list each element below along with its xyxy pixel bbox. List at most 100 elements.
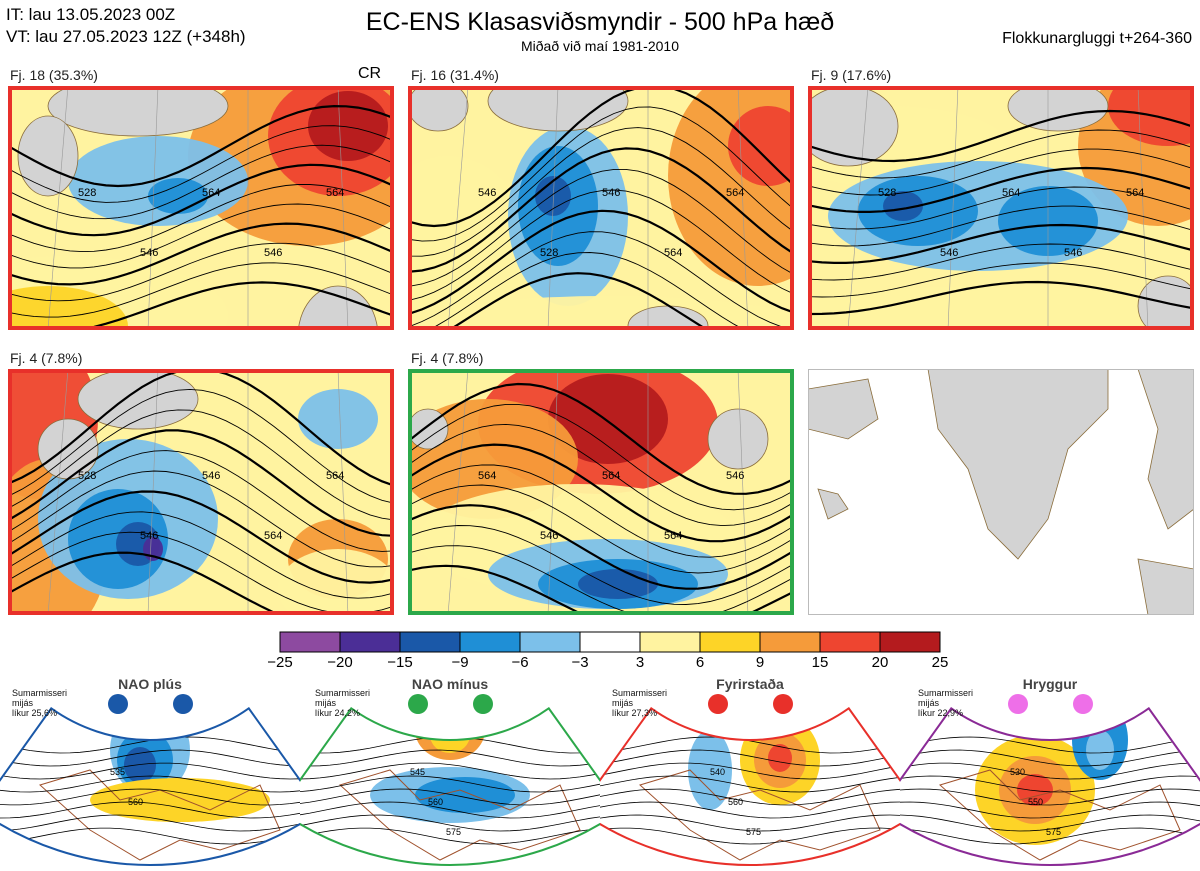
- regime-dot: [1008, 694, 1028, 714]
- height-contour: [408, 231, 794, 330]
- regime-contour-label: 535: [110, 767, 125, 777]
- map-panel-3-svg: 528 546 564 546 564: [808, 86, 1194, 330]
- meridian-line: [47, 369, 69, 615]
- regime-sector-4: 530 550 575: [900, 694, 1200, 866]
- height-contour: [447, 272, 710, 330]
- height-contour: [408, 189, 794, 301]
- height-contour: [8, 409, 394, 521]
- height-contour: [808, 223, 1194, 264]
- sector-border: [600, 706, 900, 866]
- regime-dot: [408, 694, 428, 714]
- anomaly-blob: [548, 374, 668, 464]
- meridian-line: [447, 86, 469, 330]
- contour-label: 528: [878, 187, 896, 199]
- regime-contour: [900, 736, 1200, 754]
- map-panel-5[interactable]: 564 546 564 564 546: [408, 369, 794, 615]
- regime-contour-label: 540: [710, 767, 725, 777]
- anomaly-blob: [883, 191, 923, 221]
- regime-contour: [900, 775, 1200, 793]
- colorbar-swatch: [339, 631, 401, 653]
- colorbar-swatch: [639, 631, 701, 653]
- colorbar-swatch: [279, 631, 341, 653]
- height-contour: [408, 525, 794, 605]
- map-panel-2[interactable]: 546 528 546 564 564: [408, 86, 794, 330]
- height-contour: [808, 109, 1194, 163]
- height-contour: [8, 429, 394, 537]
- meridian-line: [547, 86, 559, 330]
- land-mass: [77, 369, 199, 430]
- regime-contour: [0, 775, 300, 793]
- map-panel-5-svg: 564 546 564 564 546: [408, 369, 794, 615]
- height-contour: [408, 127, 794, 257]
- regime-contour: [300, 814, 600, 832]
- regime-contour: [900, 762, 1200, 780]
- regime-contour: [600, 762, 900, 780]
- regime-anomaly: [124, 747, 156, 783]
- coastline: [39, 769, 281, 861]
- cbar-tick: −15: [387, 654, 413, 671]
- regime-contour-label: 560: [128, 797, 143, 807]
- map-panel-1-svg: 528 546 564 546 564: [8, 86, 394, 330]
- contour-label: 564: [726, 187, 744, 199]
- height-contour: [8, 184, 394, 253]
- regime-anomaly: [1086, 730, 1114, 770]
- map-panel-6[interactable]: [808, 369, 1194, 615]
- contour-label: 564: [264, 530, 282, 542]
- meridian-line: [147, 86, 159, 330]
- regime-anomaly: [430, 717, 470, 753]
- regime-contour: [600, 749, 900, 767]
- land-mass: [707, 408, 769, 470]
- regime-contour: [300, 749, 600, 767]
- height-contour: [408, 423, 794, 527]
- anomaly-blob: [298, 389, 378, 449]
- height-contour: [8, 242, 394, 302]
- cbar-tick: −25: [267, 654, 293, 671]
- regime-contour: [0, 762, 300, 780]
- panel-border: [808, 369, 1194, 615]
- height-contour: [808, 166, 1194, 213]
- meridian-line: [1137, 86, 1149, 330]
- panel-1-label: Fj. 18 (35.3%): [10, 67, 98, 83]
- height-contour: [427, 252, 746, 330]
- contour-label: 564: [202, 187, 220, 199]
- cbar-tick: −6: [511, 654, 529, 671]
- height-contour: [808, 262, 1194, 298]
- map-panel-6-svg: [808, 369, 1194, 615]
- land-mass: [17, 115, 79, 197]
- sector-border: [0, 706, 300, 866]
- contour-label: 546: [940, 247, 958, 259]
- height-contour: [8, 163, 394, 237]
- anomaly-blob: [535, 176, 571, 216]
- regime-contour: [900, 827, 1200, 845]
- height-contour: [8, 144, 394, 220]
- height-contour: [8, 203, 394, 269]
- contour-label: 546: [726, 470, 744, 482]
- regime-anomaly: [415, 777, 515, 813]
- regime-contour-label: 575: [1046, 827, 1061, 837]
- panel-5-label: Fj. 4 (7.8%): [411, 350, 484, 366]
- land-mass: [297, 285, 379, 330]
- height-contour: [408, 443, 794, 543]
- colorbar: [279, 631, 941, 653]
- map-panel-1[interactable]: 528 546 564 546 564: [8, 86, 394, 330]
- regime-sector-2: 545 560 575: [300, 694, 600, 866]
- land-mass: [1007, 86, 1109, 132]
- regime-dot: [108, 694, 128, 714]
- anomaly-blob: [808, 286, 1188, 330]
- regime-contour: [600, 814, 900, 832]
- height-contour: [808, 243, 1194, 281]
- regime-contour-label: 560: [728, 797, 743, 807]
- contour-label: 546: [478, 187, 496, 199]
- map-panel-3[interactable]: 528 546 564 546 564: [808, 86, 1194, 330]
- meridian-line: [47, 86, 69, 330]
- land-mass: [47, 86, 229, 137]
- contour-label: 564: [664, 247, 682, 259]
- vt-line: VT: lau 27.05.2023 12Z (+348h): [6, 27, 246, 46]
- cbar-tick: −20: [327, 654, 353, 671]
- meridian-line: [337, 369, 349, 615]
- map-panel-4[interactable]: 528 546 546 564 564: [8, 369, 394, 615]
- contour-label: 528: [78, 187, 96, 199]
- page-subtitle: Miðað við maí 1981-2010: [521, 38, 679, 54]
- regime-dot: [473, 694, 493, 714]
- regime-contour-label: 560: [428, 797, 443, 807]
